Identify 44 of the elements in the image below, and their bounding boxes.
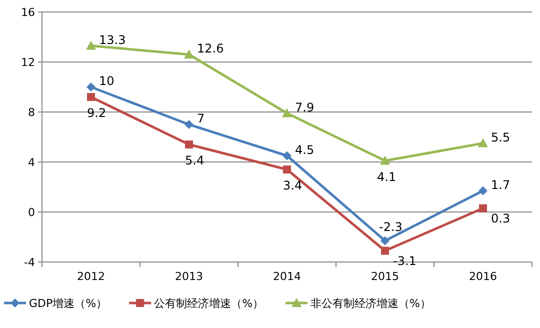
x-tick-label: 2016 bbox=[469, 270, 497, 283]
point bbox=[86, 82, 96, 92]
data-label: 3.4 bbox=[283, 178, 302, 192]
x-tick-label: 2015 bbox=[371, 270, 399, 283]
point bbox=[282, 151, 292, 160]
data-label: 7 bbox=[197, 112, 205, 126]
point bbox=[381, 246, 389, 255]
data-label: -3.1 bbox=[393, 254, 416, 268]
point bbox=[478, 186, 488, 196]
y-tick-label: -4 bbox=[24, 256, 35, 269]
point bbox=[184, 50, 194, 58]
data-label: 1.7 bbox=[491, 178, 510, 192]
data-label: 4.5 bbox=[295, 142, 314, 157]
data-label: 0.3 bbox=[491, 211, 510, 226]
legend-label: 非公有制经济增速（%） bbox=[310, 297, 431, 310]
data-label: 7.9 bbox=[295, 100, 314, 114]
data-label: 13.3 bbox=[99, 32, 126, 47]
point bbox=[479, 204, 487, 212]
point bbox=[283, 166, 291, 174]
point bbox=[478, 138, 488, 148]
y-tick-label: 16 bbox=[21, 6, 35, 19]
data-label: 5.4 bbox=[185, 154, 204, 168]
y-tick-label: 12 bbox=[21, 56, 35, 69]
point bbox=[282, 108, 292, 118]
data-label: 9.2 bbox=[87, 106, 106, 120]
point bbox=[86, 40, 96, 50]
data-label: -2.3 bbox=[379, 220, 402, 234]
legend-label: GDP增速（%） bbox=[29, 297, 108, 310]
data-label: 4.1 bbox=[377, 170, 396, 184]
point bbox=[87, 93, 95, 101]
x-tick-label: 2012 bbox=[77, 270, 105, 283]
y-tick-label: 0 bbox=[28, 206, 35, 219]
point bbox=[184, 120, 194, 129]
data-label: 5.5 bbox=[491, 130, 510, 144]
x-tick-label: 2014 bbox=[273, 270, 301, 283]
data-label: 12.6 bbox=[197, 42, 224, 56]
legend-label: 公有制经济增速（%） bbox=[154, 297, 264, 310]
y-tick-label: 8 bbox=[28, 106, 35, 119]
data-label: 10 bbox=[99, 74, 114, 88]
point bbox=[380, 156, 390, 165]
x-tick-label: 2013 bbox=[175, 270, 203, 283]
point bbox=[380, 236, 390, 246]
y-tick-label: 4 bbox=[28, 156, 35, 169]
point bbox=[185, 140, 193, 148]
